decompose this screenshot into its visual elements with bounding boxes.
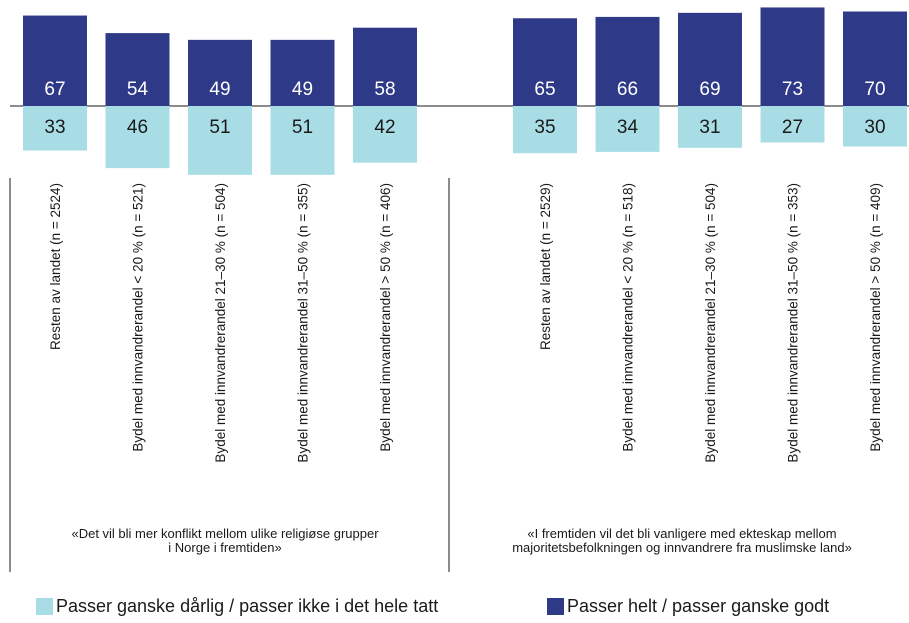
- value-label-low-g2-4: 27: [782, 117, 803, 138]
- caption-g1-line-1: «Det vil bli mer konflikt mellom ulike r…: [71, 526, 379, 541]
- category-label-g1-1: Resten av landet (n = 2524): [48, 183, 63, 350]
- bar-low-g1-3: [188, 106, 252, 175]
- value-label-low-g1-4: 51: [292, 117, 313, 138]
- legend-label-low: Passer ganske dårlig / passer ikke i det…: [56, 596, 439, 616]
- value-label-high-g1-1: 67: [44, 79, 65, 100]
- category-label-g2-1: Resten av landet (n = 2529): [538, 183, 553, 350]
- value-label-high-g2-3: 69: [699, 79, 720, 100]
- legend-swatch-high: [547, 598, 564, 615]
- bar-high-g1-3: [188, 39, 252, 106]
- bar-low-g2-3: [678, 106, 742, 148]
- bar-high-g2-5: [843, 11, 907, 106]
- caption-g2-line-1: «I fremtiden vil det bli vanligere med e…: [527, 526, 836, 541]
- value-label-low-g2-2: 34: [617, 117, 639, 138]
- bar-low-g2-4: [760, 106, 825, 143]
- category-label-g1-3: Bydel med innvandrerandel 21–30 % (n = 5…: [213, 183, 228, 463]
- category-label-g2-3: Bydel med innvandrerandel 21–30 % (n = 5…: [703, 183, 718, 463]
- value-label-high-g1-3: 49: [209, 79, 230, 100]
- bar-high-g2-1: [513, 18, 577, 106]
- bar-low-g2-2: [595, 106, 660, 152]
- category-label-g1-2: Bydel med innvandrerandel < 20 % (n = 52…: [131, 183, 146, 452]
- bar-high-g2-4: [760, 7, 825, 107]
- bar-low-g1-4: [270, 106, 335, 175]
- value-label-high-g1-5: 58: [374, 79, 395, 100]
- category-label-g1-4: Bydel med innvandrerandel 31–50 % (n = 3…: [296, 183, 311, 463]
- bar-high-g2-3: [678, 12, 742, 107]
- category-label-g2-4: Bydel med innvandrerandel 31–50 % (n = 3…: [786, 183, 801, 463]
- caption-g1-line-2: i Norge i fremtiden»: [168, 540, 281, 555]
- bar-high-g1-5: [353, 27, 417, 107]
- legend-item-high: Passer helt / passer ganske godt: [547, 596, 829, 617]
- legend-item-low: Passer ganske dårlig / passer ikke i det…: [36, 596, 438, 617]
- value-label-high-g1-2: 54: [127, 79, 149, 100]
- bar-low-g1-5: [353, 106, 417, 163]
- bar-high-g1-1: [23, 15, 87, 106]
- bar-high-g2-2: [595, 16, 660, 106]
- bar-high-g1-2: [105, 33, 170, 106]
- category-label-g2-5: Bydel med innvandrerandel > 50 % (n = 40…: [868, 183, 883, 452]
- bar-low-g1-2: [105, 106, 170, 169]
- legend-label-high: Passer helt / passer ganske godt: [567, 596, 830, 616]
- chart: 67 33 Resten av landet (n = 2524) 54 46 Bydel…: [9, 7, 909, 572]
- caption-g2-line-2: majoritetsbefolkningen og innvandrere fr…: [512, 540, 852, 555]
- value-label-low-g1-1: 33: [44, 117, 65, 138]
- value-label-low-g2-3: 31: [699, 117, 720, 138]
- bar-low-g1-1: [23, 106, 87, 151]
- category-label-g2-2: Bydel med innvandrerandel < 20 % (n = 51…: [621, 183, 636, 452]
- bar-low-g2-1: [513, 106, 577, 154]
- value-label-high-g2-5: 70: [864, 79, 885, 100]
- category-label-g1-5: Bydel med innvandrerandel > 50 % (n = 40…: [378, 183, 393, 452]
- value-label-low-g1-2: 46: [127, 117, 148, 138]
- bar-low-g2-5: [843, 106, 907, 147]
- value-label-low-g2-1: 35: [534, 117, 555, 138]
- value-label-high-g2-2: 66: [617, 79, 638, 100]
- value-label-high-g2-4: 73: [782, 79, 803, 100]
- value-label-low-g2-5: 30: [864, 117, 885, 138]
- legend-swatch-low: [36, 598, 53, 615]
- value-label-low-g1-3: 51: [209, 117, 230, 138]
- value-label-high-g1-4: 49: [292, 79, 313, 100]
- bar-high-g1-4: [270, 39, 335, 106]
- value-label-low-g1-5: 42: [374, 117, 395, 138]
- value-label-high-g2-1: 65: [534, 79, 555, 100]
